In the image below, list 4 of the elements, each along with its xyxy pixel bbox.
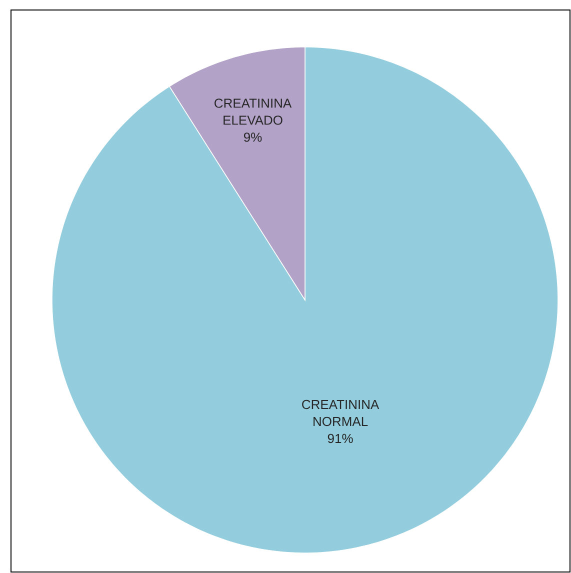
slice-label: CREATININA ELEVADO — [214, 98, 292, 125]
data-label: 91% — [328, 434, 353, 444]
slice-label: CREATININA NORMAL — [302, 400, 380, 426]
data-label: 9% — [244, 132, 262, 142]
